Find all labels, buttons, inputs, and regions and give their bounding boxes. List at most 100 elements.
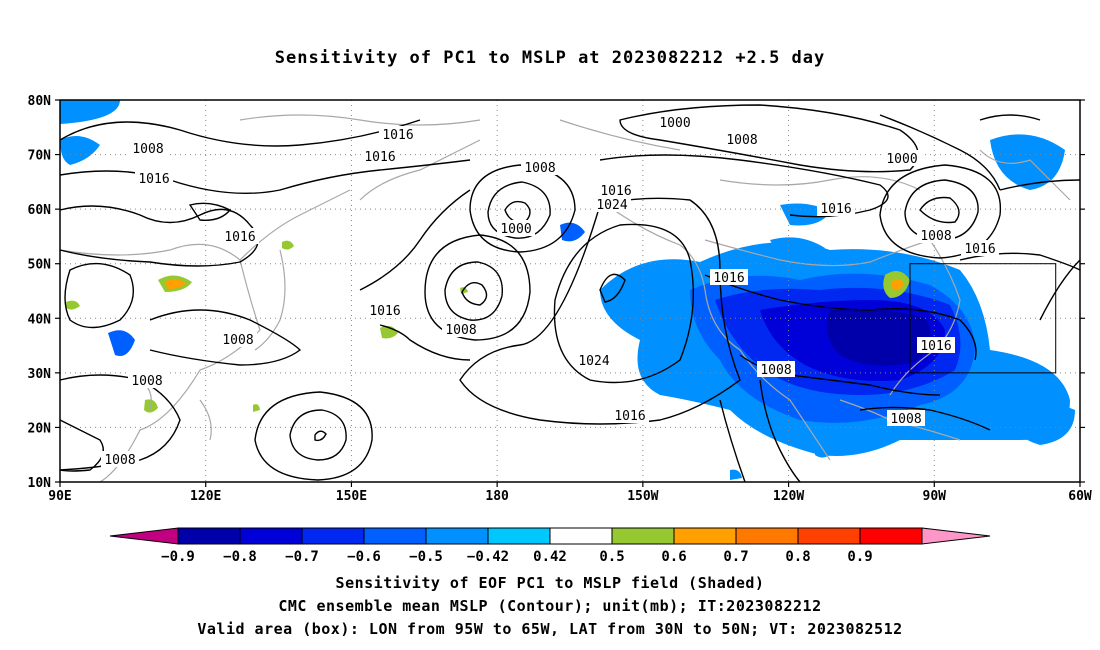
latitude-label: 70N (28, 149, 52, 164)
colorbar-label: −0.7 (285, 549, 319, 565)
mslp-contour (289, 409, 347, 461)
coastline (704, 239, 931, 267)
mslp-contour (553, 223, 695, 384)
colorbar: −0.9 −0.8 −0.7 −0.6 −0.5 −0.42 0.42 0.5 0.6 0.7 0.… (109, 527, 991, 565)
mslp-contour (254, 391, 373, 481)
colorbar-bin (363, 527, 427, 545)
colorbar-label: 0.8 (785, 549, 810, 565)
shaded-region (60, 136, 100, 165)
coastline (239, 114, 481, 126)
contour-label: 1016 (224, 230, 255, 245)
colorbar-bin (859, 527, 923, 545)
contour-label-bg (887, 410, 925, 426)
colorbar-bin (735, 527, 799, 545)
contour-label: 1024 (578, 354, 609, 369)
contour-label-bg (656, 114, 694, 130)
colorbar-high-extension (921, 527, 991, 545)
shaded-region (1000, 398, 1075, 445)
mslp-contour (379, 324, 471, 361)
shaded-region (282, 240, 294, 250)
latitude-label: 50N (28, 258, 52, 273)
contour-label: 1008 (920, 229, 951, 244)
longitude-label: 120W (773, 489, 804, 504)
coastline (719, 176, 921, 191)
contour-label: 1000 (659, 116, 690, 131)
contour-label: 1000 (886, 152, 917, 167)
contour-label: 1000 (500, 222, 531, 237)
contour-label-bg (883, 150, 921, 166)
colorbar-bin (425, 527, 489, 545)
latitude-label: 10N (28, 476, 52, 491)
latitude-label: 60N (28, 203, 52, 218)
contour-label-bg (379, 126, 417, 142)
contour-label: 1008 (131, 374, 162, 389)
longitude-labels: 90E 120E 150E 180 150W 120W 90W 60W (48, 482, 1092, 504)
contour-label: 1008 (222, 333, 253, 348)
latitude-label: 20N (28, 421, 52, 436)
caption-valid-area: Valid area (box): LON from 95W to 65W, L… (197, 620, 903, 638)
contour-label: 1016 (920, 339, 951, 354)
contour-label: 1008 (104, 453, 135, 468)
mslp-contour (859, 406, 991, 431)
shaded-region (770, 237, 825, 259)
shaded-region (108, 330, 135, 356)
longitude-label: 180 (485, 489, 509, 504)
mslp-contour (619, 104, 919, 173)
contour-label-bg (497, 220, 535, 236)
mslp-contour (599, 273, 626, 303)
mslp-contour (879, 114, 1001, 191)
colorbar-label: −0.42 (467, 549, 509, 565)
valid-area-box (909, 263, 1057, 374)
contour-label-bg (135, 170, 173, 186)
colorbar-label: 0.7 (723, 549, 748, 565)
contour-label: 1024 (596, 198, 627, 213)
contour-label-bg (611, 407, 649, 423)
contour-label-bg (101, 451, 139, 467)
contour-label-bg (917, 337, 955, 353)
contour-label-bg (593, 196, 631, 212)
contour-label-bg (597, 182, 635, 198)
contour-label-bg (710, 269, 748, 285)
latitude-label: 30N (28, 367, 52, 382)
colorbar-label: −0.9 (161, 549, 195, 565)
mslp-contour (704, 274, 977, 361)
caption-contour: CMC ensemble mean MSLP (Contour); unit(m… (278, 597, 822, 615)
colorbar-bin (549, 527, 613, 545)
shaded-region (730, 469, 742, 480)
contour-label-bg (128, 372, 166, 388)
colorbar-label: −0.8 (223, 549, 257, 565)
longitude-label: 150W (627, 489, 658, 504)
mslp-contour (64, 262, 134, 329)
mslp-contour (359, 189, 471, 291)
contour-label: 1008 (726, 133, 757, 148)
contour-label-bg (442, 321, 480, 337)
mslp-contour (314, 430, 327, 442)
coastline (359, 139, 481, 201)
coastline (199, 399, 212, 441)
mslp-contour (1039, 259, 1081, 321)
mslp-contour (461, 282, 488, 306)
colorbar-label: 0.42 (533, 549, 567, 565)
coastline (254, 249, 286, 351)
contour-label: 1016 (600, 184, 631, 199)
mslp-contour (469, 164, 576, 253)
mslp-contour (59, 159, 471, 195)
shaded-region (826, 308, 931, 366)
mslp-contour (759, 379, 801, 483)
colorbar-bin (611, 527, 675, 545)
colorbar-bin (487, 527, 551, 545)
contour-label: 1008 (890, 412, 921, 427)
contour-label: 1016 (713, 271, 744, 286)
contour-label-bg (723, 131, 761, 147)
colorbar-label: 0.6 (661, 549, 686, 565)
mslp-contour (879, 164, 1002, 259)
coastline (599, 199, 831, 461)
shaded-region (815, 434, 835, 458)
mslp-contour (444, 261, 503, 321)
colorbar-label: 0.5 (599, 549, 624, 565)
contour-label-bg (366, 302, 404, 318)
contour-label-bg (961, 240, 999, 256)
contour-label: 1008 (760, 363, 791, 378)
shaded-region (66, 300, 80, 310)
